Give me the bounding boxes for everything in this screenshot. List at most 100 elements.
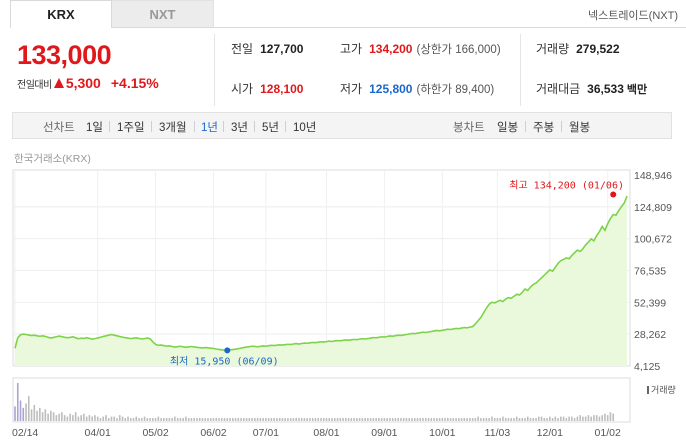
period-5y[interactable]: 5년 — [262, 122, 279, 134]
volume-bar — [240, 418, 242, 421]
volume-bar — [347, 418, 350, 421]
volume-bar — [430, 418, 433, 421]
candle-daily[interactable]: 일봉 — [497, 122, 519, 134]
volume-bar — [491, 416, 493, 421]
volume-bar — [220, 418, 223, 421]
volume-bar — [154, 418, 157, 421]
volume-bar — [99, 418, 102, 421]
volume-bar — [353, 418, 355, 421]
stat-label: 전일 — [231, 42, 254, 56]
period-10y[interactable]: 10년 — [293, 122, 317, 134]
stat-value: 134,200 — [369, 42, 413, 56]
separator — [109, 121, 110, 132]
x-axis-ticks: 02/14 04/01 05/02 06/02 07/01 08/01 09/01 10/01… — [12, 427, 621, 439]
price-chart: 148,946 124,809 100,672 76,535 52,399 28,262 4… — [12, 169, 676, 439]
separator — [561, 121, 562, 132]
exchange-label: 한국거래소(KRX) — [14, 153, 91, 165]
x-tick-label: 12/01 — [537, 427, 563, 439]
separator — [151, 121, 152, 132]
x-tick-label: 05/02 — [142, 427, 168, 439]
volume-bar — [132, 418, 135, 421]
volume-bar — [74, 412, 77, 421]
volume-bar — [416, 418, 419, 421]
volume-bar — [402, 418, 405, 421]
volume-bar — [391, 418, 394, 421]
volume-bar — [571, 416, 573, 421]
candle-monthly[interactable]: 월봉 — [569, 122, 591, 134]
volume-bar — [606, 415, 609, 421]
volume-legend: 거래량 — [651, 384, 676, 395]
y-axis-ticks: 148,946 124,809 100,672 76,535 52,399 28,262 4… — [634, 170, 672, 373]
volume-legend-swatch — [647, 386, 649, 394]
volume-bar — [231, 418, 234, 421]
volume-bar — [281, 418, 284, 421]
volume-bar — [276, 418, 278, 421]
tab-krx[interactable]: KRX — [10, 0, 112, 28]
volume-bar — [358, 418, 361, 421]
volume-bar — [160, 418, 162, 421]
volume-bar — [298, 418, 300, 421]
stat-prev-close: 전일 127,700 — [231, 40, 303, 57]
period-1d[interactable]: 1일 — [86, 122, 103, 134]
volume-bar — [532, 418, 535, 421]
nxt-market-link[interactable]: 넥스트레이드(NXT) — [587, 10, 678, 22]
volume-bar — [245, 418, 248, 421]
volume-bar — [143, 416, 146, 421]
y-tick-label: 28,262 — [634, 329, 666, 341]
volume-bar — [22, 407, 25, 421]
volume-bar — [292, 418, 295, 421]
period-1y[interactable]: 1년 — [201, 122, 218, 134]
period-1w[interactable]: 1주일 — [117, 122, 145, 134]
volume-bar — [254, 418, 256, 421]
volume-bar — [598, 416, 601, 421]
volume-bar — [496, 418, 499, 421]
volume-bar — [105, 415, 107, 421]
change-label: 전일대비 — [17, 79, 52, 91]
volume-bar — [322, 418, 325, 421]
volume-bar — [63, 415, 66, 421]
volume-bar — [243, 418, 245, 421]
x-tick-label: 09/01 — [371, 427, 397, 439]
volume-bar — [207, 418, 209, 421]
volume-bar — [482, 418, 485, 421]
volume-bar — [342, 418, 344, 421]
volume-bar — [83, 413, 85, 421]
separator — [285, 121, 286, 132]
volume-bar — [218, 418, 220, 421]
y-tick-label: 52,399 — [634, 297, 666, 309]
period-3m[interactable]: 3개월 — [159, 122, 187, 134]
divider — [520, 34, 521, 106]
candle-weekly[interactable]: 주봉 — [533, 122, 555, 134]
tab-nxt[interactable]: NXT — [112, 0, 214, 28]
volume-bar — [163, 418, 165, 421]
volume-bar — [513, 418, 515, 421]
volume-bar — [50, 410, 52, 421]
volume-bar — [408, 418, 411, 421]
volume-bar — [397, 418, 399, 421]
price-area — [15, 196, 627, 366]
volume-bar — [165, 418, 168, 421]
volume-bar — [609, 412, 612, 421]
separator — [223, 121, 224, 132]
max-annotation: 최고 134,200 (01/06) — [509, 179, 624, 191]
x-tick-label: 04/01 — [85, 427, 111, 439]
volume-bar — [129, 418, 132, 421]
volume-bar — [551, 418, 554, 421]
volume-bar — [584, 416, 587, 421]
volume-bar — [41, 412, 44, 421]
x-tick-label: 11/03 — [485, 427, 511, 439]
volume-bar — [424, 418, 427, 421]
period-3y[interactable]: 3년 — [231, 122, 248, 134]
volume-bar — [543, 418, 546, 421]
volume-bar — [157, 416, 160, 421]
volume-bar — [30, 409, 33, 421]
volume-bar — [458, 418, 460, 421]
volume-bar — [419, 418, 422, 421]
volume-bar — [33, 404, 36, 421]
x-tick-label: 08/01 — [313, 427, 339, 439]
volume-bar — [435, 418, 438, 421]
volume-bar — [113, 416, 116, 421]
volume-bar — [331, 418, 333, 421]
volume-bar — [524, 418, 526, 421]
volume-bar — [372, 418, 375, 421]
